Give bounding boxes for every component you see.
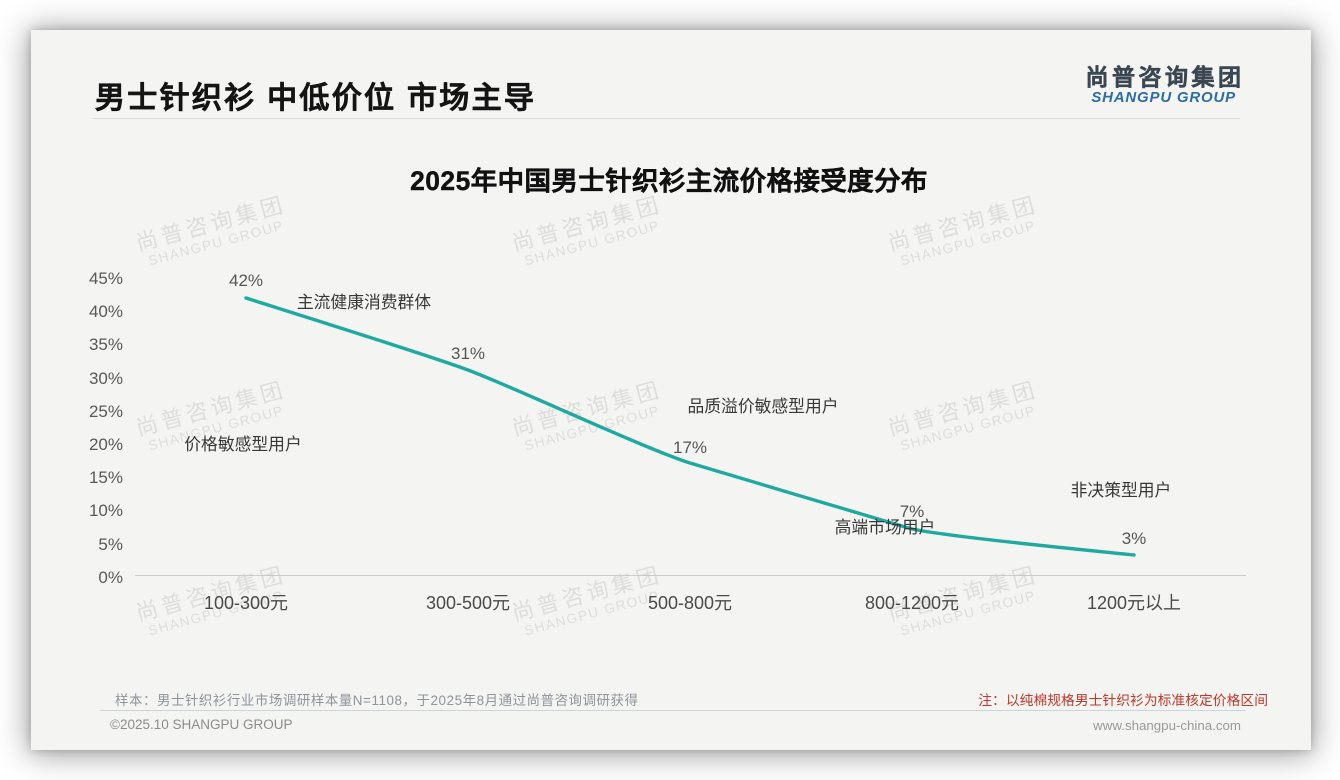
svg-text:40%: 40% xyxy=(89,302,123,321)
svg-text:价格敏感型用户: 价格敏感型用户 xyxy=(184,435,301,454)
svg-text:3%: 3% xyxy=(1122,529,1147,548)
svg-text:品质溢价敏感型用户: 品质溢价敏感型用户 xyxy=(687,397,838,416)
svg-text:10%: 10% xyxy=(89,501,123,520)
svg-text:17%: 17% xyxy=(673,438,707,457)
svg-text:100-300元: 100-300元 xyxy=(204,593,288,613)
svg-text:45%: 45% xyxy=(89,269,123,288)
svg-text:主流健康消费群体: 主流健康消费群体 xyxy=(297,293,431,312)
svg-text:0%: 0% xyxy=(98,568,123,587)
svg-text:5%: 5% xyxy=(98,535,123,554)
svg-text:高端市场用户: 高端市场用户 xyxy=(835,518,936,537)
svg-text:500-800元: 500-800元 xyxy=(648,593,732,613)
svg-text:35%: 35% xyxy=(89,335,123,354)
svg-text:非决策型用户: 非决策型用户 xyxy=(1071,481,1172,500)
svg-text:15%: 15% xyxy=(89,468,123,487)
svg-text:300-500元: 300-500元 xyxy=(426,593,510,613)
svg-text:25%: 25% xyxy=(89,402,123,421)
svg-text:30%: 30% xyxy=(89,369,123,388)
svg-text:1200元以上: 1200元以上 xyxy=(1087,593,1181,613)
svg-text:20%: 20% xyxy=(89,435,123,454)
svg-text:7%: 7% xyxy=(900,502,925,521)
svg-text:42%: 42% xyxy=(229,271,263,290)
svg-text:800-1200元: 800-1200元 xyxy=(865,593,959,613)
svg-text:31%: 31% xyxy=(451,344,485,363)
